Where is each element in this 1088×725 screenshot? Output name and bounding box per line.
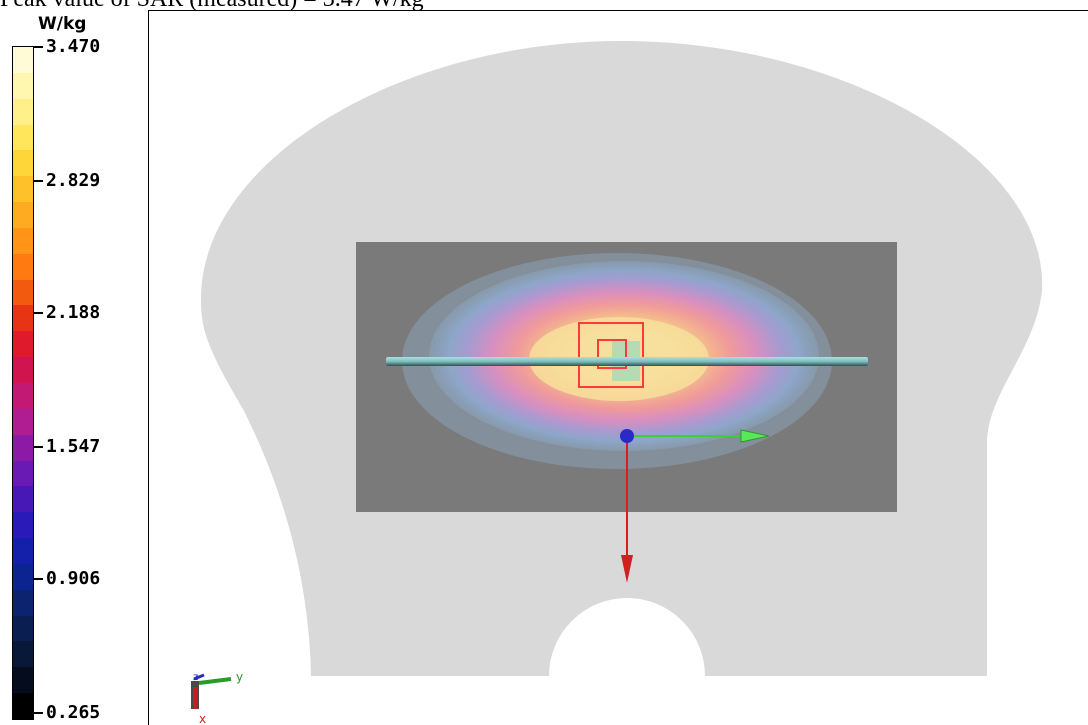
triad-z-label: z <box>193 672 198 683</box>
colorbar-band <box>13 98 33 125</box>
colorbar-tick <box>34 578 43 580</box>
colorbar-band <box>13 357 33 383</box>
colorbar-tick-label: 0.906 <box>46 568 101 589</box>
colorbar-band <box>13 72 33 99</box>
colorbar-tick-label: 3.470 <box>46 36 101 57</box>
colorbar-band <box>13 615 33 642</box>
colorbar-tick <box>34 712 43 714</box>
colorbar-tick <box>34 312 43 314</box>
viewport-canvas[interactable]: y z x <box>149 11 1088 725</box>
colorbar-band <box>13 382 33 409</box>
probe-line <box>386 357 868 366</box>
colorbar-band <box>13 305 33 332</box>
triad-x-label: x <box>199 712 206 725</box>
colorbar-band <box>13 563 33 590</box>
colorbar-tick <box>34 46 43 48</box>
colorbar-tick <box>34 446 43 448</box>
colorbar-band <box>13 47 33 73</box>
zoom-scan-cube-inner <box>597 339 627 369</box>
colorbar-band <box>13 176 33 203</box>
colorbar-tick-label: 2.188 <box>46 302 101 323</box>
colorbar-tick <box>34 180 43 182</box>
colorbar-band <box>13 150 33 177</box>
colorbar-band <box>13 667 33 694</box>
peak-sar-title: Peak value of SAR (measured) = 3.47 W/kg <box>0 0 424 13</box>
colorbar <box>12 46 34 720</box>
colorbar-band <box>13 486 33 513</box>
colorbar-tick-label: 0.265 <box>46 702 101 723</box>
colorbar-band <box>13 408 33 435</box>
colorbar-band <box>13 331 33 358</box>
colorbar-band <box>13 202 33 228</box>
zoom-scan-cube-outer <box>578 322 644 388</box>
axis-x-arrow-icon <box>621 555 633 583</box>
triad-y-label: y <box>236 670 243 684</box>
axis-y-arrow-icon <box>740 429 770 443</box>
colorbar-band <box>13 589 33 616</box>
colorbar-band <box>13 227 33 254</box>
colorbar-unit-label: W/kg <box>38 14 87 34</box>
orientation-triad: y z x <box>191 670 243 725</box>
colorbar-band <box>13 693 33 719</box>
colorbar-band <box>13 279 33 306</box>
colorbar-band <box>13 434 33 461</box>
colorbar-band <box>13 124 33 151</box>
colorbar-band <box>13 460 33 487</box>
origin-marker <box>620 429 634 443</box>
colorbar-band <box>13 538 33 564</box>
colorbar-tick-label: 1.547 <box>46 436 101 457</box>
sar-3d-viewport[interactable]: y z x <box>148 10 1088 725</box>
colorbar-band <box>13 512 33 539</box>
colorbar-band <box>13 253 33 280</box>
colorbar-tick-label: 2.829 <box>46 170 101 191</box>
colorbar-band <box>13 641 33 668</box>
